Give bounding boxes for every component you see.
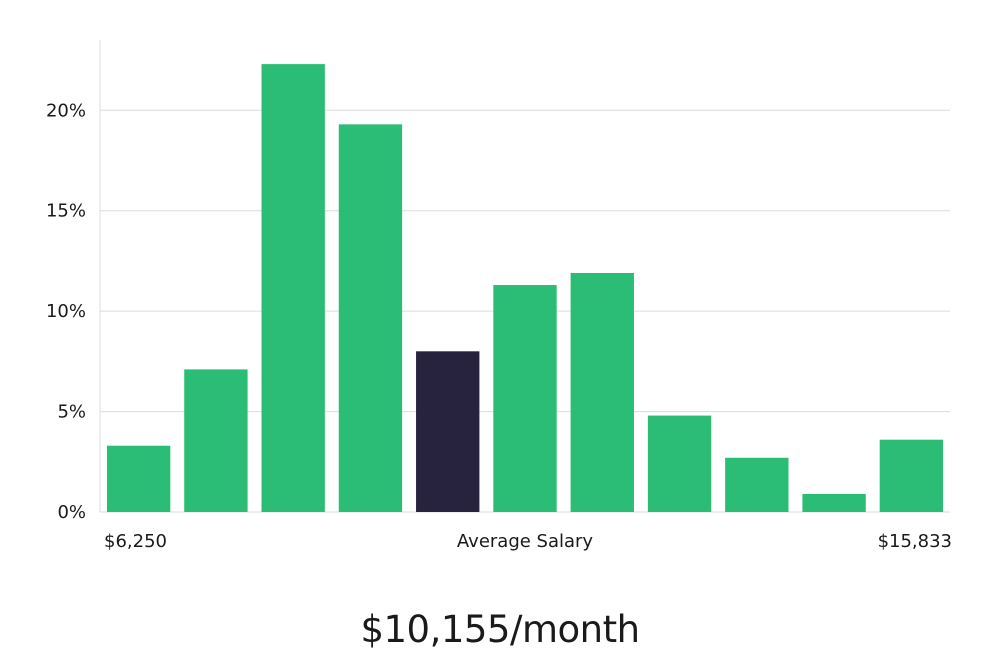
- bar: [338, 124, 403, 512]
- bar-average-salary: [416, 351, 480, 512]
- bar: [725, 457, 789, 512]
- y-tick-label: 5%: [57, 402, 86, 423]
- bar: [106, 445, 171, 512]
- x-axis-title: Average Salary: [457, 531, 594, 552]
- bar: [647, 415, 712, 512]
- bar: [802, 493, 866, 512]
- bar: [570, 272, 634, 512]
- x-axis-max-label: $15,833: [878, 531, 952, 552]
- y-tick-label: 0%: [57, 502, 86, 523]
- y-axis-ticks: 0% 5% 10% 15% 20%: [46, 100, 86, 523]
- average-salary-value: $10,155/month: [360, 608, 640, 651]
- bar: [184, 369, 248, 512]
- salary-distribution-chart: 0% 5% 10% 15% 20% $6,250 Average Salary $15,…: [46, 40, 952, 552]
- y-tick-label: 10%: [46, 301, 86, 322]
- bar: [493, 285, 557, 512]
- bar: [261, 64, 325, 513]
- bar: [879, 439, 944, 512]
- y-tick-label: 20%: [46, 100, 86, 121]
- bars-layer: [106, 64, 944, 513]
- x-axis-min-label: $6,250: [104, 531, 167, 552]
- y-tick-label: 15%: [46, 201, 86, 222]
